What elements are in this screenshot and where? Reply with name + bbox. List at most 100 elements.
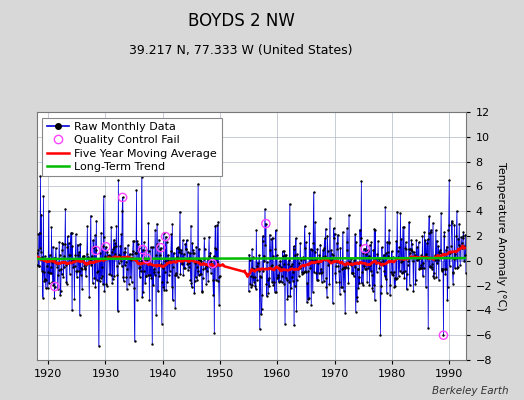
- Point: [165, 259, 173, 266]
- Point: [205, 264, 214, 270]
- Point: [118, 207, 126, 214]
- Point: [102, 244, 110, 250]
- Point: [292, 235, 300, 241]
- Point: [250, 283, 259, 289]
- Point: [138, 294, 146, 300]
- Point: [208, 260, 216, 267]
- Point: [191, 274, 200, 280]
- Point: [114, 177, 123, 183]
- Point: [94, 343, 103, 349]
- Point: [453, 265, 462, 271]
- Point: [393, 208, 401, 215]
- Point: [374, 238, 382, 244]
- Point: [194, 181, 202, 187]
- Point: [95, 278, 104, 284]
- Point: [71, 262, 79, 269]
- Point: [178, 261, 186, 268]
- Point: [427, 229, 435, 235]
- Point: [86, 212, 95, 219]
- Point: [59, 241, 67, 248]
- Point: [70, 296, 79, 302]
- Point: [266, 263, 275, 269]
- Point: [356, 226, 364, 233]
- Point: [32, 250, 41, 256]
- Point: [281, 252, 290, 258]
- Point: [74, 252, 82, 259]
- Point: [299, 269, 308, 276]
- Point: [123, 266, 132, 272]
- Point: [402, 246, 410, 252]
- Point: [48, 278, 57, 285]
- Point: [170, 255, 178, 262]
- Point: [271, 227, 280, 234]
- Point: [413, 244, 421, 250]
- Point: [433, 237, 441, 244]
- Point: [302, 269, 311, 275]
- Point: [139, 268, 148, 274]
- Point: [286, 293, 294, 299]
- Point: [126, 274, 135, 281]
- Point: [202, 281, 210, 287]
- Point: [373, 268, 381, 275]
- Point: [161, 233, 170, 240]
- Point: [256, 273, 264, 280]
- Point: [405, 245, 413, 252]
- Point: [139, 289, 147, 296]
- Point: [384, 253, 392, 260]
- Point: [269, 253, 277, 259]
- Point: [180, 265, 189, 272]
- Point: [137, 268, 145, 274]
- Point: [395, 268, 403, 274]
- Point: [326, 258, 334, 264]
- Point: [323, 294, 331, 300]
- Point: [116, 258, 125, 264]
- Point: [417, 264, 425, 271]
- Point: [97, 229, 105, 236]
- Point: [196, 257, 204, 264]
- Point: [265, 283, 274, 290]
- Point: [90, 244, 98, 250]
- Point: [333, 246, 342, 252]
- Point: [159, 283, 167, 290]
- Point: [33, 262, 41, 268]
- Point: [322, 275, 330, 281]
- Point: [289, 269, 297, 276]
- Point: [380, 272, 389, 279]
- Point: [310, 249, 319, 256]
- Point: [293, 276, 301, 283]
- Point: [254, 266, 263, 272]
- Point: [422, 284, 430, 290]
- Point: [39, 193, 48, 200]
- Point: [78, 286, 86, 292]
- Point: [209, 277, 217, 283]
- Point: [326, 258, 335, 265]
- Point: [267, 261, 276, 268]
- Point: [74, 268, 83, 275]
- Point: [98, 264, 106, 270]
- Point: [457, 239, 466, 246]
- Point: [458, 235, 467, 241]
- Point: [152, 312, 160, 318]
- Point: [136, 264, 145, 270]
- Point: [148, 341, 156, 347]
- Point: [180, 265, 189, 271]
- Point: [411, 277, 420, 283]
- Point: [317, 266, 325, 272]
- Point: [110, 243, 118, 250]
- Point: [181, 241, 189, 247]
- Point: [460, 229, 468, 235]
- Point: [131, 249, 139, 256]
- Point: [331, 230, 339, 237]
- Point: [59, 274, 68, 280]
- Point: [392, 238, 400, 244]
- Point: [456, 244, 465, 250]
- Point: [158, 279, 167, 286]
- Point: [147, 274, 156, 281]
- Point: [280, 260, 288, 267]
- Point: [438, 267, 446, 274]
- Point: [299, 254, 307, 260]
- Point: [342, 247, 351, 253]
- Point: [316, 270, 325, 276]
- Point: [261, 242, 269, 249]
- Point: [386, 292, 394, 298]
